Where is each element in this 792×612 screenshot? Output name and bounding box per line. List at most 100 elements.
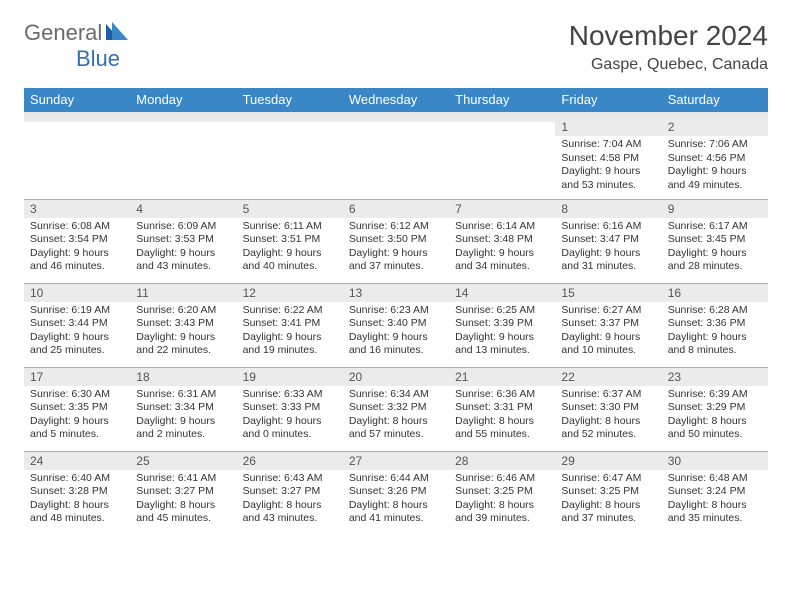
sunset-text: Sunset: 3:48 PM [455, 233, 549, 247]
sunrise-text: Sunrise: 6:48 AM [668, 472, 762, 486]
calendar-cell: 12Sunrise: 6:22 AMSunset: 3:41 PMDayligh… [237, 283, 343, 367]
day-number: 21 [449, 368, 555, 386]
sunset-text: Sunset: 3:35 PM [30, 401, 124, 415]
calendar-cell [24, 115, 130, 199]
day-header: Thursday [449, 88, 555, 115]
calendar-week: 17Sunrise: 6:30 AMSunset: 3:35 PMDayligh… [24, 367, 768, 451]
calendar-cell: 28Sunrise: 6:46 AMSunset: 3:25 PMDayligh… [449, 451, 555, 535]
sunset-text: Sunset: 3:32 PM [349, 401, 443, 415]
daylight-text: Daylight: 9 hours and 0 minutes. [243, 415, 337, 442]
day-number: 1 [555, 118, 661, 136]
day-number: 11 [130, 284, 236, 302]
day-number: 15 [555, 284, 661, 302]
sunset-text: Sunset: 3:25 PM [455, 485, 549, 499]
sunset-text: Sunset: 3:40 PM [349, 317, 443, 331]
daylight-text: Daylight: 9 hours and 53 minutes. [561, 165, 655, 192]
sunset-text: Sunset: 3:50 PM [349, 233, 443, 247]
day-details: Sunrise: 6:22 AMSunset: 3:41 PMDaylight:… [237, 302, 343, 365]
daylight-text: Daylight: 9 hours and 31 minutes. [561, 247, 655, 274]
day-details: Sunrise: 6:11 AMSunset: 3:51 PMDaylight:… [237, 218, 343, 281]
calendar-cell: 2Sunrise: 7:06 AMSunset: 4:56 PMDaylight… [662, 115, 768, 199]
daylight-text: Daylight: 9 hours and 25 minutes. [30, 331, 124, 358]
calendar-cell [449, 115, 555, 199]
calendar-cell: 19Sunrise: 6:33 AMSunset: 3:33 PMDayligh… [237, 367, 343, 451]
calendar-cell: 11Sunrise: 6:20 AMSunset: 3:43 PMDayligh… [130, 283, 236, 367]
sunrise-text: Sunrise: 6:28 AM [668, 304, 762, 318]
day-details: Sunrise: 6:16 AMSunset: 3:47 PMDaylight:… [555, 218, 661, 281]
daylight-text: Daylight: 9 hours and 19 minutes. [243, 331, 337, 358]
daylight-text: Daylight: 8 hours and 37 minutes. [561, 499, 655, 526]
calendar-cell: 3Sunrise: 6:08 AMSunset: 3:54 PMDaylight… [24, 199, 130, 283]
daylight-text: Daylight: 9 hours and 40 minutes. [243, 247, 337, 274]
calendar-week: 10Sunrise: 6:19 AMSunset: 3:44 PMDayligh… [24, 283, 768, 367]
calendar-cell: 26Sunrise: 6:43 AMSunset: 3:27 PMDayligh… [237, 451, 343, 535]
day-details: Sunrise: 6:14 AMSunset: 3:48 PMDaylight:… [449, 218, 555, 281]
calendar-cell: 30Sunrise: 6:48 AMSunset: 3:24 PMDayligh… [662, 451, 768, 535]
day-details [130, 122, 236, 130]
day-details: Sunrise: 6:48 AMSunset: 3:24 PMDaylight:… [662, 470, 768, 533]
day-details: Sunrise: 6:47 AMSunset: 3:25 PMDaylight:… [555, 470, 661, 533]
sunset-text: Sunset: 3:24 PM [668, 485, 762, 499]
sunrise-text: Sunrise: 6:39 AM [668, 388, 762, 402]
calendar-cell: 23Sunrise: 6:39 AMSunset: 3:29 PMDayligh… [662, 367, 768, 451]
daylight-text: Daylight: 8 hours and 50 minutes. [668, 415, 762, 442]
daylight-text: Daylight: 8 hours and 43 minutes. [243, 499, 337, 526]
day-details: Sunrise: 6:36 AMSunset: 3:31 PMDaylight:… [449, 386, 555, 449]
day-number: 2 [662, 118, 768, 136]
sunset-text: Sunset: 3:33 PM [243, 401, 337, 415]
logo-triangle-icon [106, 22, 128, 45]
day-number: 7 [449, 200, 555, 218]
daylight-text: Daylight: 9 hours and 34 minutes. [455, 247, 549, 274]
daylight-text: Daylight: 9 hours and 46 minutes. [30, 247, 124, 274]
sunrise-text: Sunrise: 6:14 AM [455, 220, 549, 234]
calendar-cell [237, 115, 343, 199]
day-details: Sunrise: 6:09 AMSunset: 3:53 PMDaylight:… [130, 218, 236, 281]
calendar-cell: 24Sunrise: 6:40 AMSunset: 3:28 PMDayligh… [24, 451, 130, 535]
daylight-text: Daylight: 8 hours and 41 minutes. [349, 499, 443, 526]
day-header: Tuesday [237, 88, 343, 115]
day-details: Sunrise: 6:27 AMSunset: 3:37 PMDaylight:… [555, 302, 661, 365]
day-header: Sunday [24, 88, 130, 115]
calendar-cell: 16Sunrise: 6:28 AMSunset: 3:36 PMDayligh… [662, 283, 768, 367]
sunset-text: Sunset: 3:43 PM [136, 317, 230, 331]
sunset-text: Sunset: 3:25 PM [561, 485, 655, 499]
sunset-text: Sunset: 3:30 PM [561, 401, 655, 415]
day-number: 29 [555, 452, 661, 470]
sunset-text: Sunset: 3:28 PM [30, 485, 124, 499]
sunrise-text: Sunrise: 6:36 AM [455, 388, 549, 402]
daylight-text: Daylight: 9 hours and 49 minutes. [668, 165, 762, 192]
day-header: Monday [130, 88, 236, 115]
calendar-cell: 8Sunrise: 6:16 AMSunset: 3:47 PMDaylight… [555, 199, 661, 283]
day-number: 22 [555, 368, 661, 386]
sunrise-text: Sunrise: 6:27 AM [561, 304, 655, 318]
calendar-cell: 29Sunrise: 6:47 AMSunset: 3:25 PMDayligh… [555, 451, 661, 535]
daylight-text: Daylight: 8 hours and 52 minutes. [561, 415, 655, 442]
sunrise-text: Sunrise: 6:16 AM [561, 220, 655, 234]
daylight-text: Daylight: 9 hours and 10 minutes. [561, 331, 655, 358]
day-number: 4 [130, 200, 236, 218]
calendar-cell: 15Sunrise: 6:27 AMSunset: 3:37 PMDayligh… [555, 283, 661, 367]
sunrise-text: Sunrise: 6:43 AM [243, 472, 337, 486]
daylight-text: Daylight: 8 hours and 55 minutes. [455, 415, 549, 442]
day-details: Sunrise: 6:37 AMSunset: 3:30 PMDaylight:… [555, 386, 661, 449]
day-number: 10 [24, 284, 130, 302]
day-details: Sunrise: 6:25 AMSunset: 3:39 PMDaylight:… [449, 302, 555, 365]
day-details: Sunrise: 6:08 AMSunset: 3:54 PMDaylight:… [24, 218, 130, 281]
daylight-text: Daylight: 8 hours and 57 minutes. [349, 415, 443, 442]
calendar-cell: 20Sunrise: 6:34 AMSunset: 3:32 PMDayligh… [343, 367, 449, 451]
day-details [343, 122, 449, 130]
sunset-text: Sunset: 3:45 PM [668, 233, 762, 247]
sunrise-text: Sunrise: 6:19 AM [30, 304, 124, 318]
calendar-cell: 9Sunrise: 6:17 AMSunset: 3:45 PMDaylight… [662, 199, 768, 283]
sunrise-text: Sunrise: 6:47 AM [561, 472, 655, 486]
day-details: Sunrise: 6:33 AMSunset: 3:33 PMDaylight:… [237, 386, 343, 449]
calendar-cell: 25Sunrise: 6:41 AMSunset: 3:27 PMDayligh… [130, 451, 236, 535]
day-number: 13 [343, 284, 449, 302]
day-details: Sunrise: 6:40 AMSunset: 3:28 PMDaylight:… [24, 470, 130, 533]
daylight-text: Daylight: 9 hours and 22 minutes. [136, 331, 230, 358]
daylight-text: Daylight: 9 hours and 16 minutes. [349, 331, 443, 358]
day-number: 19 [237, 368, 343, 386]
sunset-text: Sunset: 4:58 PM [561, 152, 655, 166]
calendar-week: 3Sunrise: 6:08 AMSunset: 3:54 PMDaylight… [24, 199, 768, 283]
sunset-text: Sunset: 3:51 PM [243, 233, 337, 247]
